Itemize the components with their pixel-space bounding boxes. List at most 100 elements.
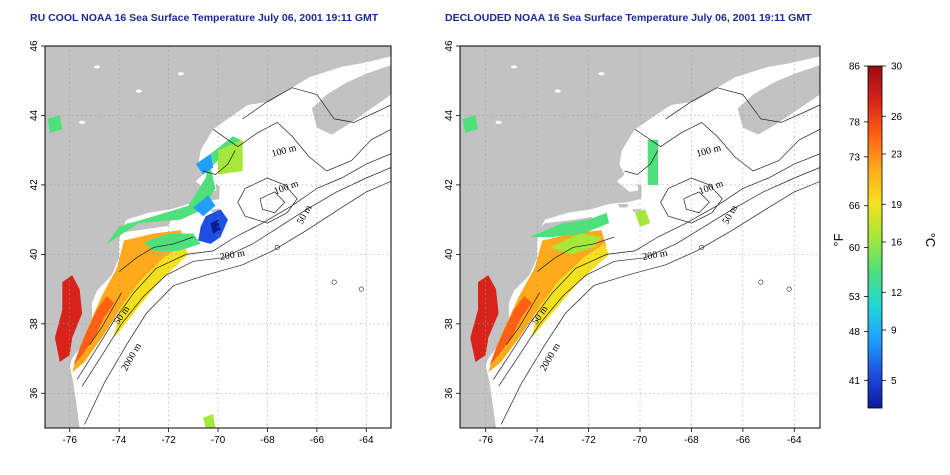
y-tick-label: 46 (444, 40, 455, 52)
x-tick-label: -70 (211, 435, 226, 446)
x-tick-label: -72 (161, 435, 176, 446)
y-tick-label: 36 (29, 387, 40, 399)
y-tick-label: 38 (29, 318, 40, 330)
left-map-sst-overlay (47, 115, 243, 428)
depth-contour (634, 121, 820, 172)
depth-contour (493, 153, 820, 380)
contour-depth-label: 200 m (219, 248, 246, 263)
seamount-contour (274, 244, 280, 250)
y-tick-label: 38 (444, 318, 455, 330)
x-tick-label: -68 (260, 435, 275, 446)
celsius-tick-label: 16 (891, 238, 903, 249)
fahrenheit-tick-label: 60 (849, 243, 861, 254)
x-tick-label: -76 (478, 435, 493, 446)
fahrenheit-tick-label: 86 (849, 62, 861, 73)
sst-patch (647, 139, 658, 185)
depth-contour (506, 292, 541, 345)
colorbar-unit-celsius: °C (923, 233, 938, 248)
sst-patch (203, 414, 216, 428)
left-map-axes: -76 -74 -72 -70 -68 -66 -64 36 38 40 42 44 46 (29, 40, 374, 446)
land-polygon (311, 65, 391, 135)
fahrenheit-tick-label: 48 (849, 327, 861, 338)
x-tick-label: -74 (112, 435, 127, 446)
right-map-axes: -76 -74 -72 -70 -68 -66 -64 36 38 40 42 44 46 (444, 40, 802, 446)
right-map-gridlines (460, 46, 820, 428)
land-polygon (737, 65, 820, 135)
sst-patch (529, 212, 610, 237)
depth-contour (84, 181, 391, 425)
lake-shape (511, 65, 517, 69)
colorbar-fahrenheit-ticks: 86 78 73 66 60 53 48 41 (849, 62, 868, 387)
lake-shape (79, 120, 86, 124)
depth-contour (118, 236, 194, 272)
lake-shape (554, 89, 561, 93)
fahrenheit-tick-label: 53 (849, 292, 861, 303)
sst-patch (532, 243, 610, 338)
depth-contour (89, 292, 122, 345)
y-tick-label: 44 (29, 109, 40, 121)
seamount-contour (758, 279, 764, 285)
sst-patch (193, 195, 216, 217)
sst-patch (73, 296, 115, 366)
x-tick-label: -64 (787, 435, 802, 446)
land-polygon (618, 204, 629, 208)
celsius-tick-label: 5 (891, 376, 897, 387)
sst-patch (114, 243, 189, 338)
sst-patch (218, 139, 243, 175)
depth-contour (500, 181, 820, 425)
depth-contour (665, 87, 820, 123)
y-tick-label: 40 (29, 248, 40, 260)
land-polygon (45, 46, 391, 428)
right-map-title: DECLOUDED NOAA 16 Sea Surface Temperatur… (445, 12, 812, 24)
depth-contour (660, 177, 723, 224)
y-tick-label: 40 (444, 248, 455, 260)
depth-contour (237, 177, 298, 224)
x-tick-label: -70 (633, 435, 648, 446)
land-polygon (637, 183, 642, 198)
y-tick-label: 42 (444, 179, 455, 191)
celsius-tick-label: 19 (891, 200, 903, 211)
left-map-title: RU COOL NOAA 16 Sea Surface Temperature … (30, 12, 379, 24)
land-polygon (460, 46, 820, 428)
x-tick-label: -76 (62, 435, 77, 446)
fahrenheit-tick-label: 66 (849, 201, 861, 212)
fahrenheit-tick-label: 78 (849, 117, 861, 128)
seamount-contour (786, 286, 792, 292)
lake-shape (598, 72, 605, 76)
x-tick-label: -72 (581, 435, 596, 446)
sst-patch (634, 209, 651, 227)
sst-patch (550, 233, 602, 255)
sst-patch (210, 219, 221, 234)
sst-patch (470, 275, 499, 362)
depth-contour (203, 150, 236, 175)
sst-patch (54, 275, 83, 362)
y-tick-label: 36 (444, 387, 455, 399)
lake-shape (495, 120, 502, 124)
celsius-tick-label: 12 (891, 288, 903, 299)
y-tick-label: 42 (29, 179, 40, 191)
seamount-contour (358, 286, 364, 292)
left-map-bathymetry-contours (76, 87, 391, 425)
left-map-gridlines (45, 46, 391, 428)
x-tick-label: -66 (310, 435, 325, 446)
depth-contour (683, 191, 710, 214)
x-tick-label: -66 (736, 435, 751, 446)
seamount-contour (699, 244, 705, 250)
x-tick-label: -68 (684, 435, 699, 446)
lake-shape (135, 89, 142, 93)
celsius-tick-label: 26 (891, 112, 903, 123)
x-tick-label: -74 (530, 435, 545, 446)
y-tick-label: 46 (29, 40, 40, 52)
celsius-tick-label: 23 (891, 150, 903, 161)
colorbar-unit-fahrenheit: °F (831, 233, 846, 246)
sst-patch (462, 115, 478, 133)
depth-contour (76, 153, 391, 380)
lake-shape (93, 65, 100, 69)
sst-patch (489, 296, 532, 366)
depth-contour (536, 236, 615, 272)
fahrenheit-tick-label: 73 (849, 152, 861, 163)
seamount-contour (331, 279, 337, 285)
sst-patch (195, 153, 214, 175)
y-tick-label: 44 (444, 109, 455, 121)
